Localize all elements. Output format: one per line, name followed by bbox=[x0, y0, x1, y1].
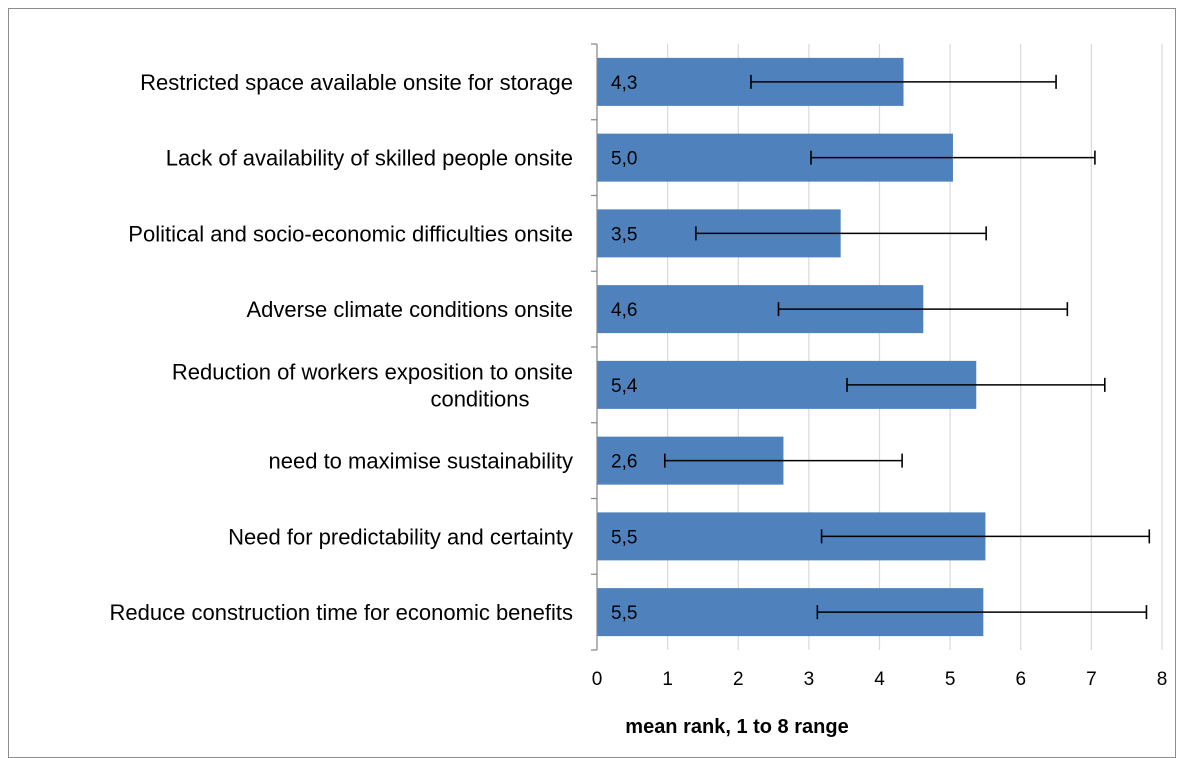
data-label: 5,5 bbox=[611, 603, 637, 624]
x-tick-label: 4 bbox=[874, 669, 885, 690]
error-bars bbox=[663, 74, 1151, 620]
labels: 4,3 Restricted space available onsite for… bbox=[110, 70, 1168, 690]
x-tick-label: 3 bbox=[804, 669, 815, 690]
category-label: Lack of availability of skilled people o… bbox=[166, 146, 573, 171]
data-label: 5,0 bbox=[611, 149, 637, 170]
x-tick-label: 1 bbox=[662, 669, 673, 690]
x-tick-label: 5 bbox=[945, 669, 956, 690]
axes bbox=[591, 43, 598, 651]
category-label: need to maximise sustainability bbox=[269, 449, 573, 474]
category-label: Adverse climate conditions onsite bbox=[247, 297, 574, 322]
x-tick-label: 2 bbox=[733, 669, 744, 690]
x-tick-label: 6 bbox=[1015, 669, 1026, 690]
data-label: 2,6 bbox=[611, 452, 637, 473]
category-label: conditions bbox=[430, 386, 529, 411]
data-label: 5,5 bbox=[611, 527, 637, 548]
category-label: Restricted space available onsite for st… bbox=[140, 70, 573, 95]
category-label: Need for predictability and certainty bbox=[228, 524, 573, 549]
data-label: 5,4 bbox=[611, 376, 638, 397]
x-axis-title: mean rank, 1 to 8 range bbox=[625, 716, 848, 738]
data-label: 4,6 bbox=[611, 300, 637, 321]
data-label: 3,5 bbox=[611, 224, 637, 245]
x-tick-label: 7 bbox=[1086, 669, 1097, 690]
category-label: Reduce construction time for economic be… bbox=[110, 600, 573, 625]
x-tick-label: 8 bbox=[1157, 669, 1168, 690]
data-label: 4,3 bbox=[611, 73, 637, 94]
x-tick-label: 0 bbox=[592, 669, 603, 690]
bars bbox=[597, 57, 986, 637]
category-label: Reduction of workers exposition to onsit… bbox=[172, 359, 573, 384]
category-label: Political and socio-economic difficultie… bbox=[128, 221, 573, 246]
